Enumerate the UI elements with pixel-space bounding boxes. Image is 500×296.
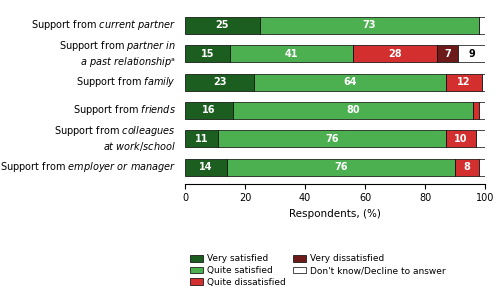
Text: 76: 76	[325, 134, 339, 144]
Bar	[479, 102, 485, 119]
Bar	[473, 102, 479, 119]
Text: Support from $\it{family}$: Support from $\it{family}$	[76, 75, 176, 89]
Text: 23: 23	[213, 77, 226, 87]
Bar	[353, 45, 437, 62]
Bar	[446, 130, 476, 147]
Bar	[233, 102, 473, 119]
Text: Support from $\it{current\ partner}$: Support from $\it{current\ partner}$	[31, 18, 176, 32]
Text: 8: 8	[464, 162, 470, 172]
Text: 28: 28	[388, 49, 402, 59]
Text: 25: 25	[216, 20, 229, 30]
Text: 7: 7	[444, 49, 451, 59]
Text: Support from $\it{employer\ or\ manager}$: Support from $\it{employer\ or\ manager}…	[0, 160, 176, 174]
Text: 80: 80	[346, 105, 360, 115]
Text: 76: 76	[334, 162, 348, 172]
Bar	[254, 73, 446, 91]
Text: 14: 14	[199, 162, 213, 172]
Legend: Very satisfied, Quite satisfied, Quite dissatisfied, Very dissatisfied, Don't kn: Very satisfied, Quite satisfied, Quite d…	[190, 254, 446, 287]
Bar	[218, 130, 446, 147]
Text: 64: 64	[343, 77, 357, 87]
Bar	[437, 45, 458, 62]
Bar	[455, 159, 479, 176]
Text: 12: 12	[457, 77, 471, 87]
Text: 41: 41	[285, 49, 298, 59]
Text: Support from $\it{friends}$: Support from $\it{friends}$	[73, 103, 176, 118]
Text: 73: 73	[363, 20, 376, 30]
Bar	[185, 159, 227, 176]
Text: 11: 11	[195, 134, 208, 144]
Bar	[482, 73, 485, 91]
Text: 15: 15	[201, 49, 214, 59]
Text: Support from $\it{colleagues}$
$\it{at\ work/school}$: Support from $\it{colleagues}$ $\it{at\ …	[54, 124, 176, 153]
Bar	[185, 17, 260, 34]
Text: Support from $\it{partner\ in}$
$\it{a\ past\ relationship}$ᵃ: Support from $\it{partner\ in}$ $\it{a\ …	[59, 39, 176, 69]
Bar	[185, 73, 254, 91]
Bar	[446, 73, 482, 91]
Bar	[479, 17, 485, 34]
Text: 9: 9	[468, 49, 475, 59]
Bar	[458, 45, 485, 62]
X-axis label: Respondents, (%): Respondents, (%)	[289, 209, 381, 219]
Bar	[185, 102, 233, 119]
Bar	[476, 130, 485, 147]
Bar	[185, 130, 218, 147]
Text: 16: 16	[202, 105, 216, 115]
Bar	[227, 159, 455, 176]
Bar	[479, 159, 485, 176]
Bar	[185, 45, 230, 62]
Bar	[260, 17, 479, 34]
Bar	[230, 45, 353, 62]
Text: 10: 10	[454, 134, 468, 144]
